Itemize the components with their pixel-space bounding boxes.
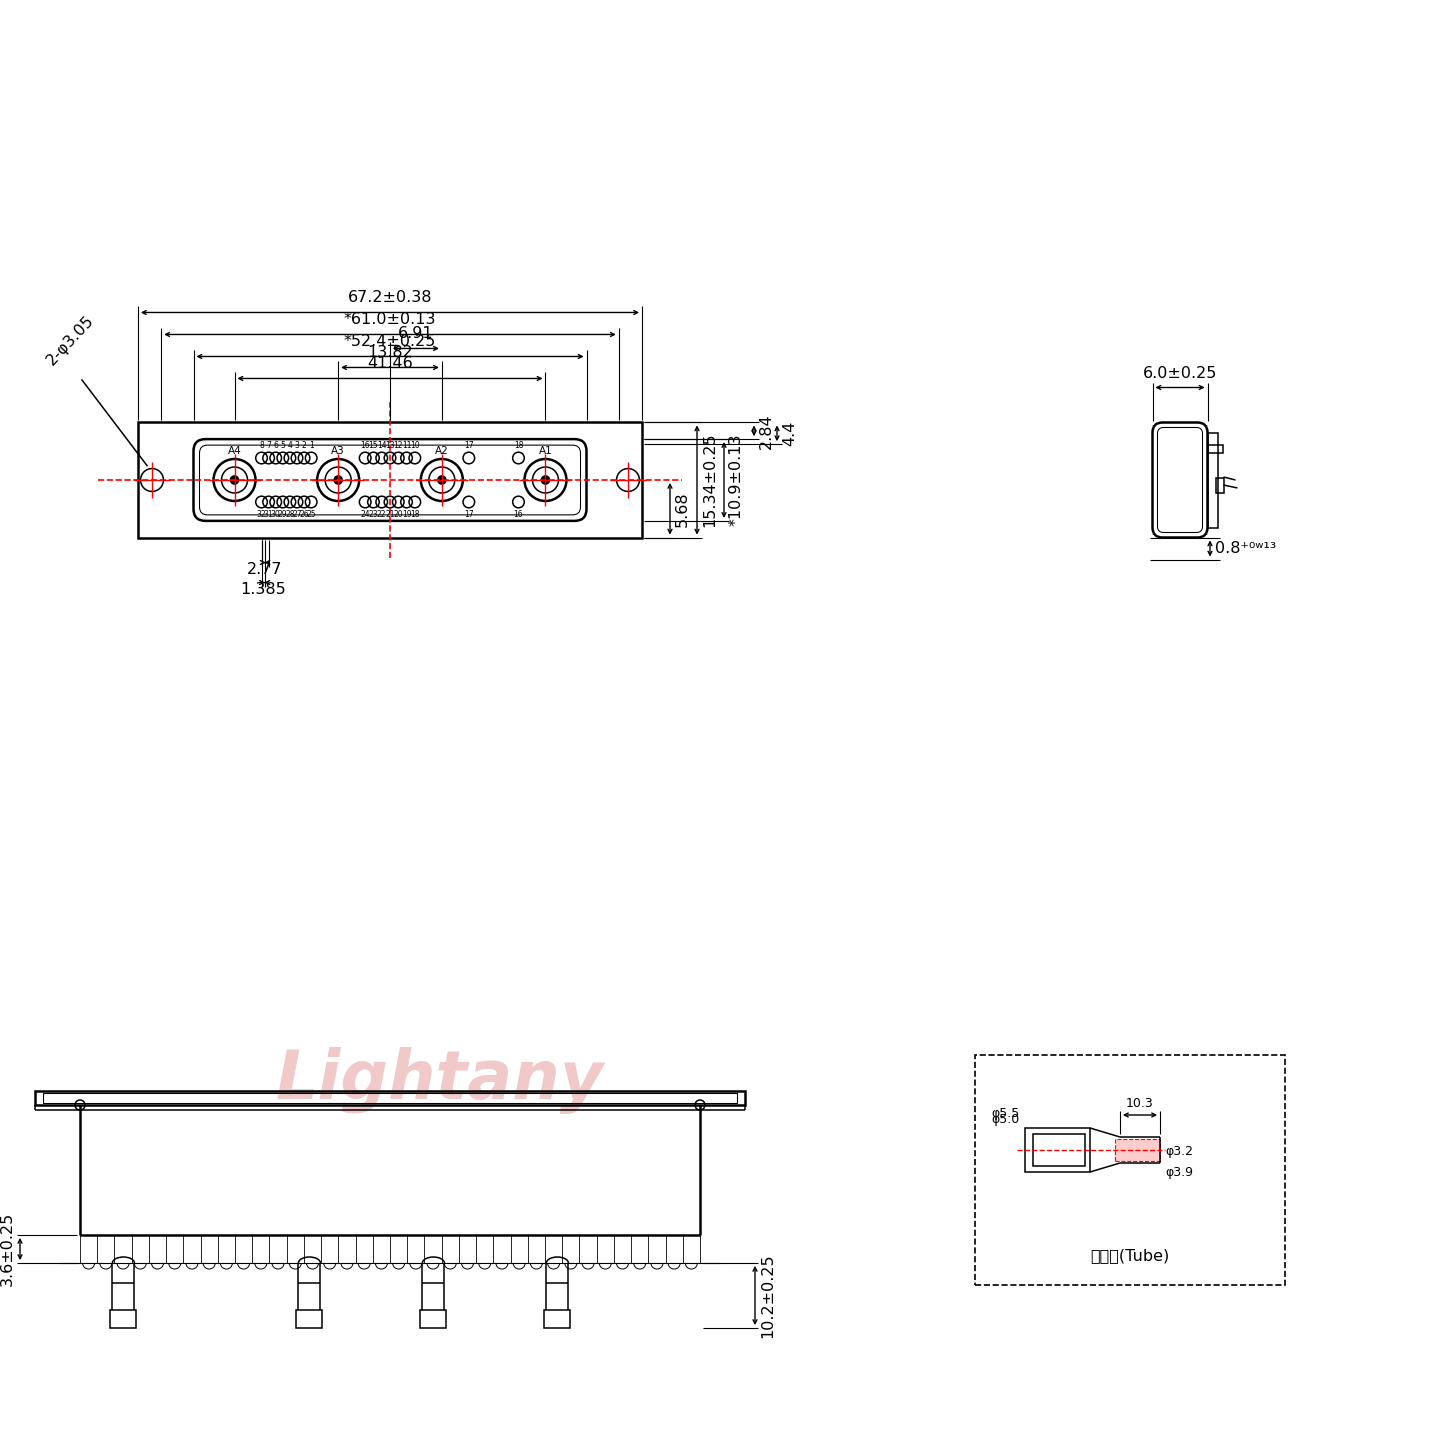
Text: *10.9±0.13: *10.9±0.13 [729, 433, 744, 526]
Text: 18: 18 [410, 510, 419, 518]
Text: A2: A2 [435, 446, 449, 456]
Text: *52.4±0.25: *52.4±0.25 [344, 334, 436, 350]
Text: A3: A3 [331, 446, 346, 456]
Text: 21: 21 [386, 510, 395, 518]
Bar [1208, 432, 1217, 527]
Text: 1: 1 [308, 441, 314, 451]
Text: φ3.2: φ3.2 [1165, 1145, 1192, 1158]
Text: 11: 11 [402, 441, 412, 451]
Text: 10.2±0.25: 10.2±0.25 [760, 1253, 775, 1338]
Text: 7: 7 [266, 441, 271, 451]
Text: 0.8⁺⁰ʷ¹³: 0.8⁺⁰ʷ¹³ [1215, 541, 1276, 556]
Text: 18: 18 [514, 441, 523, 451]
Text: 2.77: 2.77 [248, 562, 282, 576]
Text: 28: 28 [285, 510, 295, 518]
Bar [544, 1310, 570, 1328]
Text: φ5.0: φ5.0 [992, 1113, 1020, 1126]
Circle shape [230, 477, 239, 484]
Text: 17: 17 [464, 441, 474, 451]
Text: 32: 32 [256, 510, 266, 518]
Text: 41.46: 41.46 [367, 357, 413, 372]
Bar [1032, 1135, 1084, 1166]
Text: 30: 30 [271, 510, 281, 518]
Text: 22: 22 [377, 510, 386, 518]
Text: φ5.5: φ5.5 [992, 1107, 1020, 1120]
Text: 3.6±0.25: 3.6±0.25 [0, 1212, 14, 1286]
Text: 5.68: 5.68 [675, 491, 690, 527]
Text: 10.3: 10.3 [1126, 1097, 1153, 1110]
Text: *61.0±0.13: *61.0±0.13 [344, 312, 436, 327]
Circle shape [438, 477, 446, 484]
Text: 15.34±0.25: 15.34±0.25 [703, 432, 717, 527]
Text: 12: 12 [393, 441, 403, 451]
Text: A4: A4 [228, 446, 242, 456]
Text: 31: 31 [264, 510, 274, 518]
Text: 27: 27 [292, 510, 302, 518]
Text: 19: 19 [402, 510, 412, 518]
Bar [43, 1093, 737, 1103]
Text: 2.84: 2.84 [759, 413, 775, 449]
Text: 24: 24 [360, 510, 370, 518]
Text: 29: 29 [278, 510, 288, 518]
Text: 4: 4 [288, 441, 292, 451]
Bar [138, 422, 642, 537]
Text: 6.91: 6.91 [397, 327, 433, 341]
Text: 16: 16 [514, 510, 523, 518]
Text: 4.4: 4.4 [782, 420, 796, 446]
Text: 5: 5 [281, 441, 285, 451]
Text: 屏蔽管(Tube): 屏蔽管(Tube) [1090, 1248, 1169, 1263]
Text: 2: 2 [302, 441, 307, 451]
Text: φ3.9: φ3.9 [1165, 1166, 1192, 1179]
Text: 14: 14 [377, 441, 386, 451]
Text: 8: 8 [259, 441, 264, 451]
Bar [975, 1056, 1284, 1284]
Bar [1208, 445, 1223, 452]
Text: 17: 17 [464, 510, 474, 518]
Text: 1.385: 1.385 [240, 582, 287, 596]
Bar [1025, 1128, 1090, 1172]
Text: 26: 26 [300, 510, 310, 518]
Bar [35, 1092, 744, 1104]
Text: 16: 16 [360, 441, 370, 451]
Text: 2-φ3.05: 2-φ3.05 [43, 312, 96, 369]
Text: 10: 10 [410, 441, 419, 451]
Text: 23: 23 [369, 510, 379, 518]
Text: 3: 3 [295, 441, 300, 451]
Text: A1: A1 [539, 446, 553, 456]
Bar [420, 1310, 446, 1328]
Text: 6: 6 [274, 441, 278, 451]
Text: 13: 13 [384, 441, 395, 451]
Text: 13.82: 13.82 [367, 346, 413, 360]
Bar [1115, 1139, 1161, 1161]
Text: 15: 15 [369, 441, 379, 451]
Bar [297, 1310, 323, 1328]
Text: 20: 20 [393, 510, 403, 518]
Text: 25: 25 [307, 510, 315, 518]
Circle shape [541, 477, 550, 484]
Text: Lightany: Lightany [276, 1047, 603, 1113]
Bar [1215, 478, 1224, 492]
Text: 67.2±0.38: 67.2±0.38 [347, 291, 432, 305]
Circle shape [334, 477, 343, 484]
Text: 6.0±0.25: 6.0±0.25 [1143, 366, 1217, 380]
Bar [111, 1310, 137, 1328]
